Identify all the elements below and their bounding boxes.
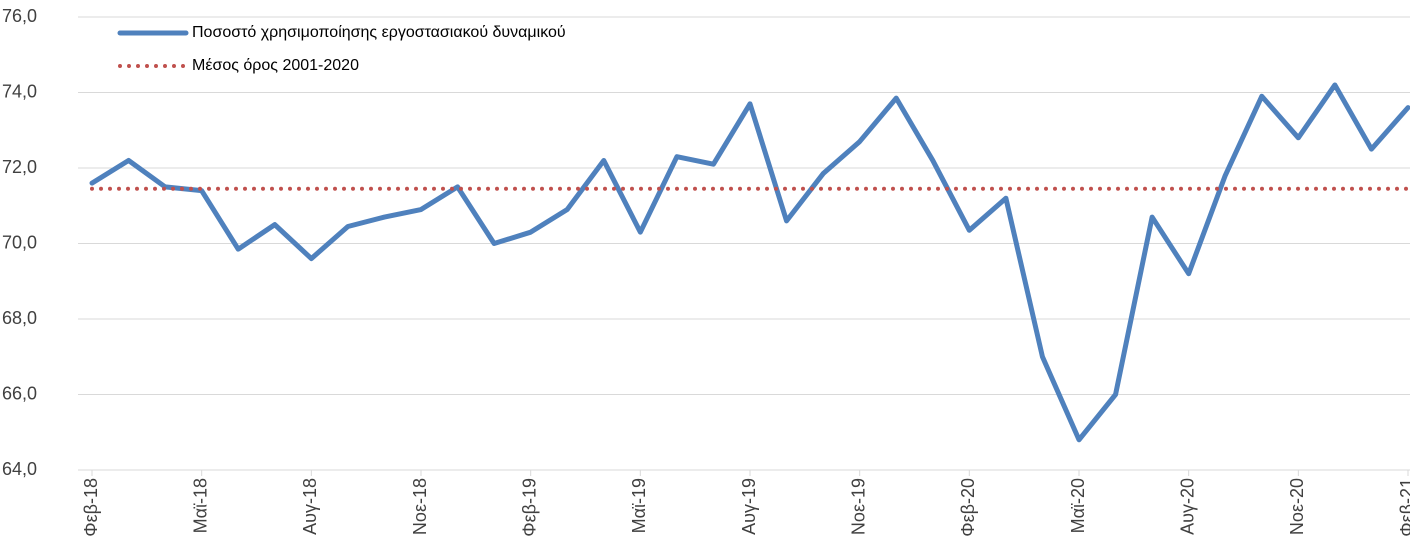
y-tick-label: 68,0 (2, 308, 37, 328)
x-tick-label: Αυγ-18 (300, 478, 320, 535)
y-tick-label: 76,0 (2, 6, 37, 26)
y-tick-label: 74,0 (2, 81, 37, 101)
series-line (89, 82, 1410, 443)
x-tick-label: Νοε-18 (410, 478, 430, 535)
x-tick-label: Αυγ-20 (1177, 478, 1197, 535)
y-tick-label: 70,0 (2, 232, 37, 252)
y-tick-label: 66,0 (2, 383, 37, 403)
x-tick-label: Φεβ-20 (958, 478, 978, 537)
legend-label: Μέσος όρος 2001-2020 (192, 57, 359, 74)
y-tick-label: 64,0 (2, 459, 37, 479)
x-tick-label: Φεβ-18 (81, 478, 101, 537)
x-tick-label: Αυγ-19 (739, 478, 759, 535)
x-tick-label: Μαϊ-19 (629, 478, 649, 533)
x-tick-label: Νοε-20 (1287, 478, 1307, 535)
x-tick-label: Φεβ-19 (519, 478, 539, 537)
y-tick-label: 72,0 (2, 157, 37, 177)
x-tick-label: Μαϊ-18 (190, 478, 210, 533)
x-tick-label: Νοε-19 (848, 478, 868, 535)
legend-label: Ποσοστό χρησιμοποίησης εργοστασιακού δυν… (192, 24, 566, 41)
x-tick-label: Μαϊ-20 (1068, 478, 1088, 533)
x-tick-label: Φεβ-21 (1397, 478, 1410, 537)
